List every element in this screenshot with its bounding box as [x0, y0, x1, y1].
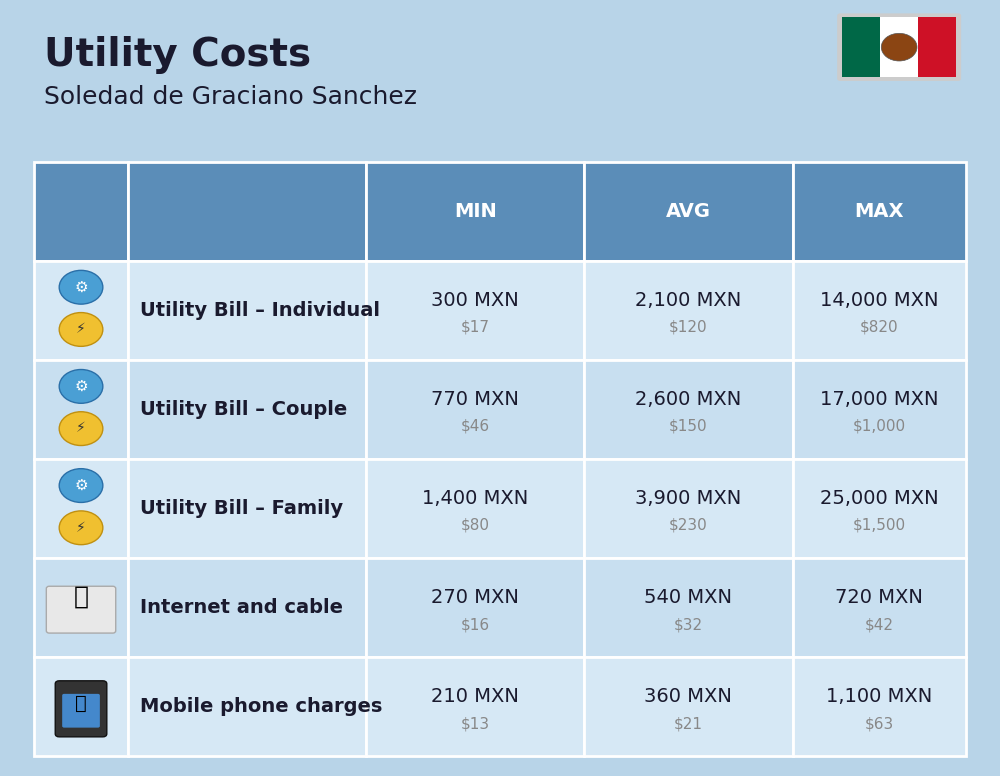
Text: $42: $42 — [865, 617, 894, 632]
Text: 210 MXN: 210 MXN — [431, 688, 519, 706]
Circle shape — [59, 270, 103, 304]
Text: 360 MXN: 360 MXN — [644, 688, 732, 706]
Text: 2,100 MXN: 2,100 MXN — [635, 291, 742, 310]
Bar — [366, 657, 584, 757]
Text: MAX: MAX — [855, 202, 904, 220]
Text: ⚙: ⚙ — [74, 379, 88, 394]
Bar — [366, 360, 584, 459]
Bar — [842, 17, 880, 77]
Bar — [128, 360, 366, 459]
FancyBboxPatch shape — [837, 13, 961, 81]
Text: ⚡: ⚡ — [76, 521, 86, 535]
Circle shape — [59, 412, 103, 445]
Text: $21: $21 — [674, 716, 703, 731]
Text: $150: $150 — [669, 419, 708, 434]
Text: AVG: AVG — [666, 202, 711, 220]
Bar — [128, 657, 366, 757]
Text: 300 MXN: 300 MXN — [431, 291, 519, 310]
Bar — [366, 161, 584, 261]
Text: Utility Bill – Individual: Utility Bill – Individual — [140, 301, 380, 320]
Bar — [918, 17, 956, 77]
Text: Utility Costs: Utility Costs — [44, 36, 311, 74]
Circle shape — [59, 511, 103, 545]
Text: 540 MXN: 540 MXN — [644, 588, 732, 608]
Bar — [793, 459, 966, 558]
Text: ⚡: ⚡ — [76, 421, 86, 435]
Text: $17: $17 — [461, 320, 490, 334]
Bar — [793, 161, 966, 261]
FancyBboxPatch shape — [46, 586, 116, 633]
Bar — [584, 360, 793, 459]
Text: $120: $120 — [669, 320, 708, 334]
Text: Utility Bill – Couple: Utility Bill – Couple — [140, 400, 347, 419]
Bar — [34, 657, 128, 757]
Text: 270 MXN: 270 MXN — [431, 588, 519, 608]
Text: ⚙: ⚙ — [74, 279, 88, 295]
Text: $820: $820 — [860, 320, 899, 334]
Bar — [584, 459, 793, 558]
Bar — [34, 360, 128, 459]
Bar — [128, 459, 366, 558]
Text: 2,600 MXN: 2,600 MXN — [635, 390, 742, 409]
Circle shape — [881, 33, 917, 61]
Text: Soledad de Graciano Sanchez: Soledad de Graciano Sanchez — [44, 85, 417, 109]
Text: Utility Bill – Family: Utility Bill – Family — [140, 499, 343, 518]
Text: 📶: 📶 — [74, 584, 89, 608]
FancyBboxPatch shape — [55, 681, 107, 737]
Bar — [128, 558, 366, 657]
FancyBboxPatch shape — [62, 694, 100, 728]
Text: Internet and cable: Internet and cable — [140, 598, 343, 617]
Bar — [584, 657, 793, 757]
Text: $46: $46 — [461, 419, 490, 434]
Bar — [584, 161, 793, 261]
Text: 1,400 MXN: 1,400 MXN — [422, 489, 528, 508]
Text: MIN: MIN — [454, 202, 497, 220]
Text: 3,900 MXN: 3,900 MXN — [635, 489, 742, 508]
Text: 770 MXN: 770 MXN — [431, 390, 519, 409]
Text: $80: $80 — [461, 518, 490, 533]
Bar — [34, 161, 128, 261]
Bar — [584, 558, 793, 657]
Bar — [793, 360, 966, 459]
Circle shape — [59, 469, 103, 502]
Bar — [880, 17, 918, 77]
Text: ⚙: ⚙ — [74, 478, 88, 493]
Circle shape — [59, 313, 103, 346]
Bar — [584, 261, 793, 360]
Text: $16: $16 — [461, 617, 490, 632]
Text: ⚡: ⚡ — [76, 323, 86, 337]
Bar — [34, 459, 128, 558]
Text: 17,000 MXN: 17,000 MXN — [820, 390, 939, 409]
Text: 📱: 📱 — [75, 695, 87, 713]
Bar — [366, 459, 584, 558]
Text: $1,500: $1,500 — [853, 518, 906, 533]
Bar — [34, 558, 128, 657]
Text: 14,000 MXN: 14,000 MXN — [820, 291, 939, 310]
Text: $32: $32 — [674, 617, 703, 632]
Text: $63: $63 — [865, 716, 894, 731]
Text: $230: $230 — [669, 518, 708, 533]
Bar — [128, 161, 366, 261]
Text: $13: $13 — [461, 716, 490, 731]
Text: Mobile phone charges: Mobile phone charges — [140, 698, 382, 716]
Bar — [793, 261, 966, 360]
Bar — [34, 261, 128, 360]
Text: 720 MXN: 720 MXN — [835, 588, 923, 608]
Bar — [128, 261, 366, 360]
Text: 25,000 MXN: 25,000 MXN — [820, 489, 939, 508]
Bar — [366, 261, 584, 360]
Bar — [366, 558, 584, 657]
Circle shape — [59, 369, 103, 404]
Text: $1,000: $1,000 — [853, 419, 906, 434]
Bar — [793, 558, 966, 657]
Text: 1,100 MXN: 1,100 MXN — [826, 688, 932, 706]
Bar — [793, 657, 966, 757]
